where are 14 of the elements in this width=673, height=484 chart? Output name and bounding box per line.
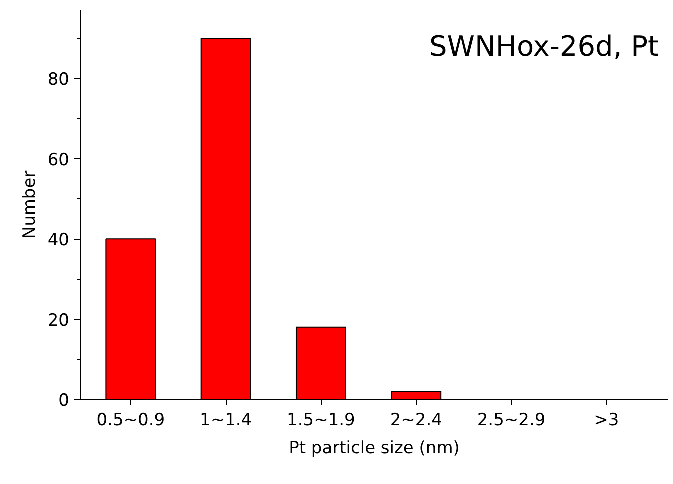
y-tick-label: 60	[48, 150, 70, 170]
x-tick-label: 1.5~1.9	[287, 410, 356, 430]
text: SWNHox-26d, Pt	[430, 30, 660, 63]
y-tick-label: 80	[48, 70, 70, 90]
x-tick-label: 1~1.4	[200, 410, 252, 430]
x-tick-label: 0.5~0.9	[96, 410, 166, 430]
y-tick-label: 40	[48, 230, 70, 251]
x-tick-label: >3	[594, 410, 620, 430]
x-tick-label: 2.5~2.9	[477, 410, 546, 430]
x-axis-title: Pt particle size (nm)	[289, 438, 460, 458]
y-axis-title: Number	[20, 170, 40, 240]
y-tick-label: 20	[48, 310, 70, 331]
y-tick-label: 0	[58, 391, 70, 411]
x-tick-label: 2~2.4	[390, 410, 442, 430]
